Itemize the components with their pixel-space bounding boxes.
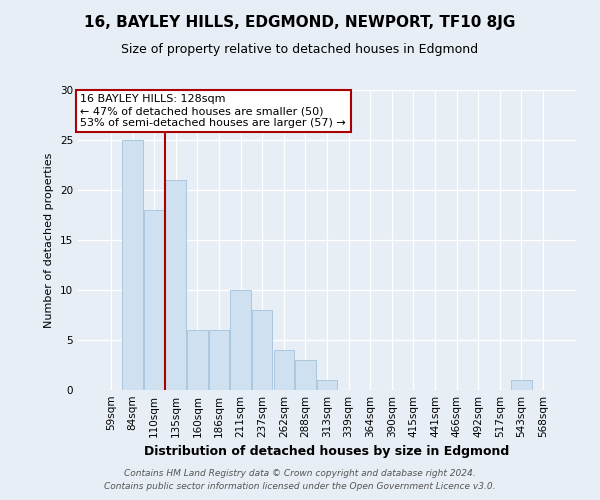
Bar [317, 380, 337, 390]
Text: 16 BAYLEY HILLS: 128sqm
← 47% of detached houses are smaller (50)
53% of semi-de: 16 BAYLEY HILLS: 128sqm ← 47% of detache… [80, 94, 346, 128]
Text: 16, BAYLEY HILLS, EDGMOND, NEWPORT, TF10 8JG: 16, BAYLEY HILLS, EDGMOND, NEWPORT, TF10… [85, 15, 515, 30]
Text: Contains HM Land Registry data © Crown copyright and database right 2024.: Contains HM Land Registry data © Crown c… [124, 468, 476, 477]
Bar [209, 330, 229, 390]
Y-axis label: Number of detached properties: Number of detached properties [44, 152, 55, 328]
Text: Contains public sector information licensed under the Open Government Licence v3: Contains public sector information licen… [104, 482, 496, 491]
Bar [122, 140, 143, 390]
Bar [144, 210, 164, 390]
Bar [295, 360, 316, 390]
Bar [230, 290, 251, 390]
Bar [252, 310, 272, 390]
Bar [166, 180, 186, 390]
Bar [511, 380, 532, 390]
Bar [187, 330, 208, 390]
X-axis label: Distribution of detached houses by size in Edgmond: Distribution of detached houses by size … [145, 446, 509, 458]
Bar [274, 350, 294, 390]
Text: Size of property relative to detached houses in Edgmond: Size of property relative to detached ho… [121, 42, 479, 56]
